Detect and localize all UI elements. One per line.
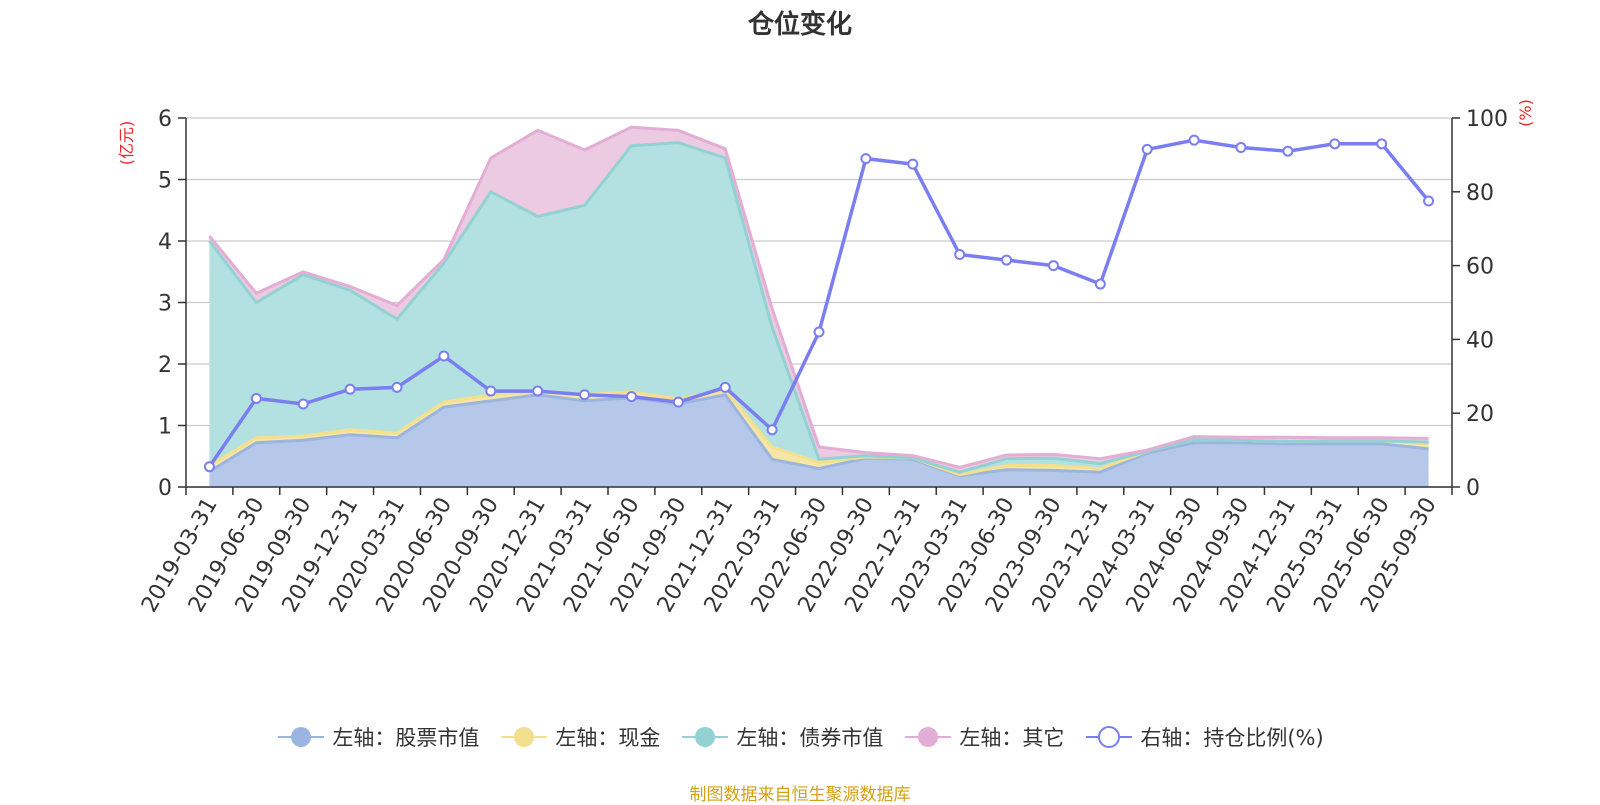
area-edge-2: [208, 141, 1429, 474]
left-tick-label: 3: [158, 292, 172, 317]
legend-marker: [1086, 726, 1133, 748]
legend-item[interactable]: 右轴：持仓比例(%): [1084, 722, 1324, 752]
ratio-point: [438, 350, 450, 362]
ratio-point: [250, 392, 262, 404]
left-tick-label: 6: [158, 107, 172, 132]
ratio-point: [344, 383, 356, 395]
ratio-point: [672, 396, 684, 408]
ratio-point: [954, 249, 966, 261]
ratio-point: [1094, 278, 1106, 290]
ratio-point: [1001, 254, 1013, 266]
ratio-point: [907, 158, 919, 170]
ratio-point: [485, 385, 497, 397]
ratio-point: [1376, 138, 1388, 150]
legend-item[interactable]: 左轴：债券市值: [680, 722, 883, 752]
right-tick-label: 20: [1466, 402, 1494, 427]
legend-label: 左轴：股票市值: [332, 726, 480, 750]
right-tick-label: 40: [1466, 328, 1494, 353]
right-tick-label: 80: [1466, 181, 1494, 206]
area-edge-3: [208, 125, 1429, 469]
legend-label: 左轴：其它: [959, 726, 1065, 750]
ratio-point: [1423, 195, 1435, 207]
legend-label: 左轴：债券市值: [736, 726, 884, 750]
ratio-point: [579, 389, 591, 401]
legend-item[interactable]: 左轴：股票市值: [276, 722, 479, 752]
ratio-point: [532, 385, 544, 397]
source-note: 制图数据来自恒生聚源数据库: [689, 785, 911, 805]
legend-marker: [682, 727, 729, 747]
legend-item[interactable]: 左轴：现金: [499, 722, 660, 752]
ratio-point: [719, 381, 731, 393]
ratio-point: [860, 153, 872, 165]
ratio-point: [1282, 145, 1294, 157]
right-axis-unit: (%): [1516, 99, 1535, 127]
left-axis-unit: (亿元): [117, 121, 136, 166]
left-tick-label: 0: [158, 476, 172, 501]
ratio-point: [1329, 138, 1341, 150]
ratio-point: [203, 461, 215, 473]
ratio-point: [391, 381, 403, 393]
ratio-point: [1188, 134, 1200, 146]
legend-marker: [278, 727, 325, 747]
ratio-point: [813, 326, 825, 338]
ratio-point: [766, 424, 778, 436]
left-tick-label: 2: [158, 353, 172, 378]
right-tick-label: 100: [1466, 107, 1508, 132]
ratio-point: [297, 398, 309, 410]
left-tick-label: 4: [158, 230, 172, 255]
legend-label: 左轴：现金: [555, 726, 661, 750]
area-edge-0: [208, 393, 1429, 478]
chart-title: 仓位变化: [747, 10, 852, 40]
legend-label: 右轴：持仓比例(%): [1140, 726, 1324, 750]
left-tick-label: 5: [158, 169, 172, 194]
ratio-point: [1141, 143, 1153, 155]
legend-marker: [905, 727, 952, 747]
ratio-point: [625, 391, 637, 403]
ratio-point: [1047, 260, 1059, 272]
legend-item[interactable]: 左轴：其它: [903, 722, 1064, 752]
ratio-point: [1235, 142, 1247, 154]
right-tick-label: 0: [1466, 476, 1480, 501]
legend-marker: [501, 727, 548, 747]
right-tick-label: 60: [1466, 255, 1494, 280]
left-tick-label: 1: [158, 415, 172, 440]
legend: 左轴：股票市值 左轴：现金 左轴：债券市值 左轴：其它 右轴：持仓比例(%): [0, 722, 1600, 752]
